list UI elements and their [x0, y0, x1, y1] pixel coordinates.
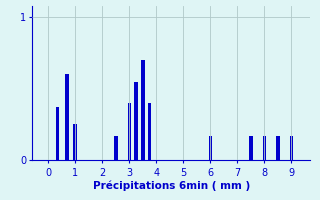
Bar	[276, 136, 280, 160]
Bar	[148, 103, 151, 160]
Bar	[56, 107, 60, 160]
Bar	[249, 136, 253, 160]
Bar	[209, 136, 212, 160]
Bar	[128, 103, 131, 160]
Bar	[263, 136, 266, 160]
Bar	[65, 74, 69, 160]
Bar	[74, 124, 77, 160]
Bar	[290, 136, 293, 160]
Bar	[134, 82, 138, 160]
Bar	[141, 60, 145, 160]
X-axis label: Précipitations 6min ( mm ): Précipitations 6min ( mm )	[92, 180, 250, 191]
Bar	[114, 136, 117, 160]
